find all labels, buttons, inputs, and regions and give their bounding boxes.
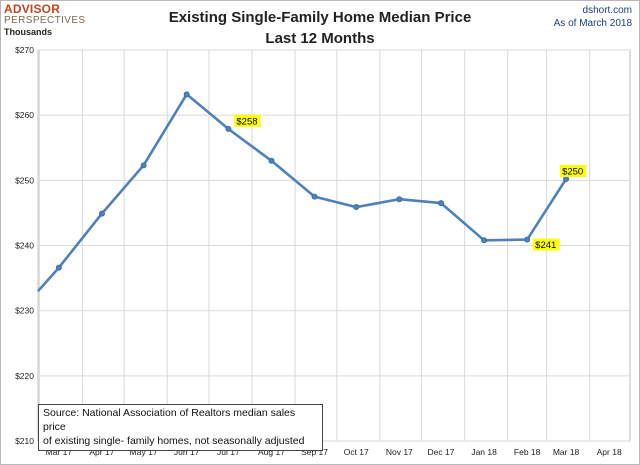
data-point: [524, 236, 531, 243]
site-name: dshort.com: [582, 5, 632, 16]
chart-title-line-1: Existing Single-Family Home Median Price: [168, 9, 472, 26]
y-tick-label: $230: [15, 306, 34, 316]
x-tick-label: Jan 18: [471, 447, 497, 457]
data-label-background: [533, 238, 560, 251]
data-point: [438, 200, 445, 207]
x-tick-label: Aug 17: [258, 447, 285, 457]
data-label-background: [234, 114, 261, 127]
x-tick-label: Dec 17: [428, 447, 455, 457]
data-label: $258: [236, 116, 257, 127]
chart-title: Existing Single-Family Home Median Price…: [0, 7, 640, 49]
data-point: [183, 91, 190, 98]
data-point: [55, 264, 62, 271]
y-axis-units-label: Thousands: [4, 27, 53, 37]
logo-line-1: ADVISOR: [4, 2, 61, 16]
y-tick-label: $240: [15, 241, 34, 251]
annotation-layer: $258 $241 $250: [234, 114, 587, 251]
x-tick-label: Apr 17: [89, 447, 114, 457]
data-point: [98, 210, 105, 217]
y-tick-label: $210: [15, 436, 34, 446]
data-point: [481, 237, 488, 244]
y-tick-label: $250: [15, 175, 34, 185]
logo-line-2: PERSPECTIVES: [4, 15, 86, 26]
x-tick-label: May 17: [130, 447, 158, 457]
data-point: [311, 193, 318, 200]
data-point: [225, 125, 232, 132]
data-point: [396, 196, 403, 203]
data-point: [268, 157, 275, 164]
data-label: $241: [535, 240, 556, 251]
x-tick-label: Jul 17: [217, 447, 240, 457]
x-tick-label: Oct 17: [344, 447, 369, 457]
series-layer: [37, 91, 570, 292]
advisor-perspectives-logo: ADVISOR PERSPECTIVES: [4, 3, 86, 26]
chart-title-line-2: Last 12 Months: [265, 30, 375, 47]
x-tick-label: Apr 18: [597, 447, 622, 457]
source-note-line-2: of existing single- family homes, not se…: [43, 435, 305, 447]
x-tick-label: Mar 17: [46, 447, 73, 457]
x-tick-label: Feb 18: [514, 447, 541, 457]
data-point: [140, 162, 147, 169]
data-point: [353, 204, 360, 211]
data-label-background: [560, 165, 587, 178]
y-tick-label: $220: [15, 371, 34, 381]
x-tick-label: Nov 17: [386, 447, 413, 457]
data-label: $250: [562, 167, 583, 178]
x-tick-label: Jun 17: [174, 447, 200, 457]
x-tick-label: Sep 17: [301, 447, 328, 457]
y-tick-label: $260: [15, 110, 34, 120]
source-note-box: Source: National Association of Realtors…: [38, 404, 323, 451]
y-tick-label: $270: [15, 45, 34, 55]
source-note-line-1: Source: National Association of Realtors…: [43, 407, 296, 433]
source-site: dshort.com As of March 2018: [554, 4, 632, 30]
grid-layer: [37, 49, 631, 442]
x-tick-label: Mar 18: [553, 447, 580, 457]
axis-layer: $210 $220 $230 $240 $250 $260 $270 Mar 17 Apr 17…: [15, 45, 622, 457]
as-of-date: As of March 2018: [553, 18, 632, 29]
series-line: [37, 93, 568, 292]
